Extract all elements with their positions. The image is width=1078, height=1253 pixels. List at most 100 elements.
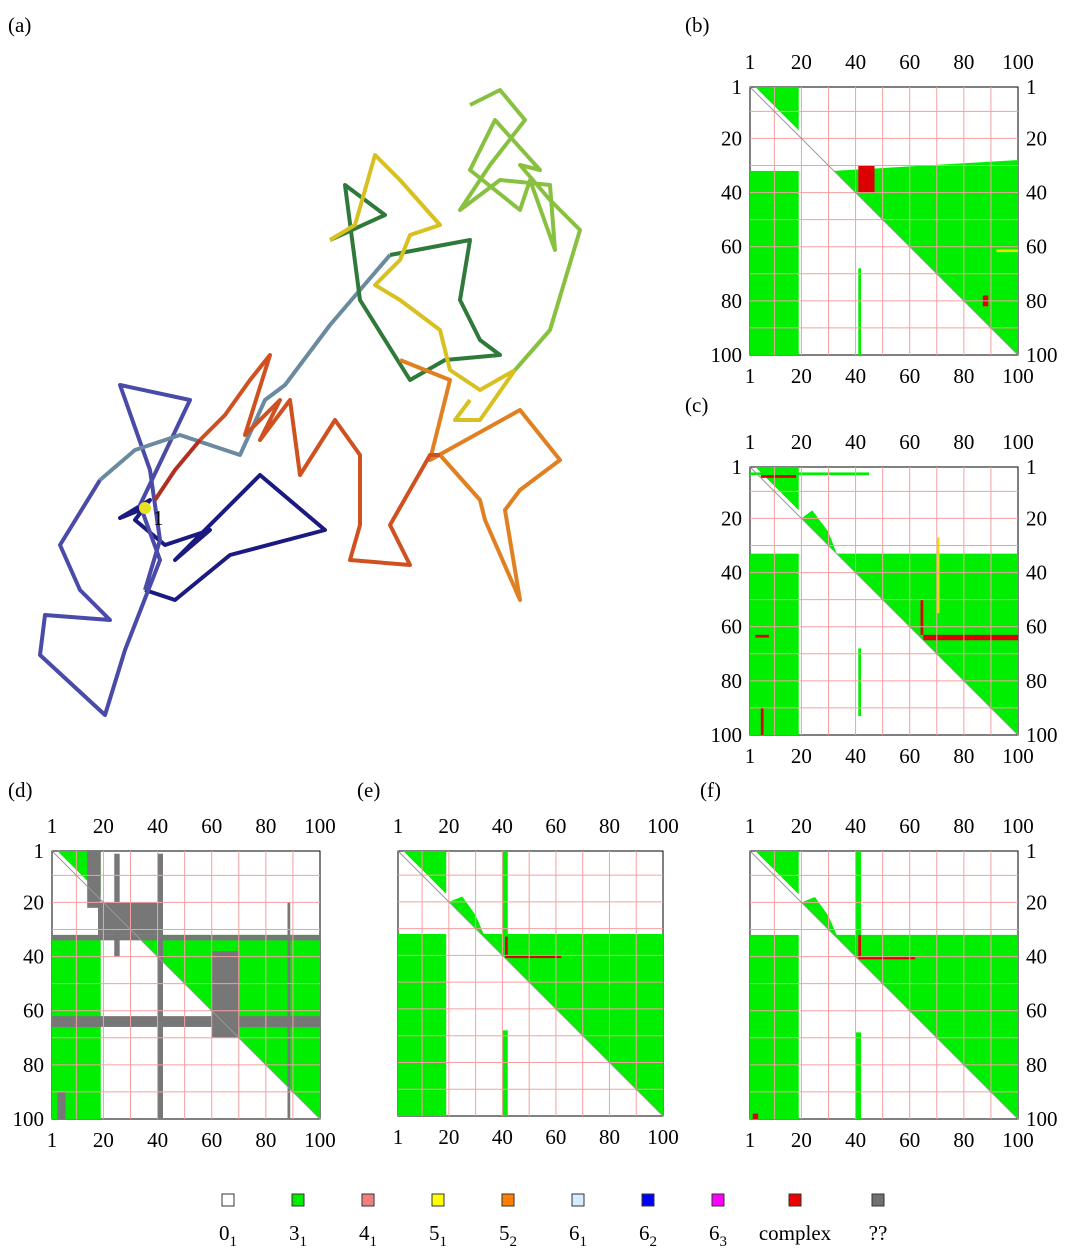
y-tick-label-right: 60 (1026, 235, 1047, 259)
x-tick-label-bottom: 20 (791, 364, 812, 388)
matrix-region (760, 475, 797, 478)
legend-label: ?? (869, 1221, 888, 1245)
diagonal (397, 850, 664, 1117)
y-tick-label-right: 20 (1026, 890, 1047, 914)
legend-swatch (501, 1193, 515, 1207)
legend-label: 61 (569, 1221, 587, 1250)
x-tick-label-bottom: 40 (492, 1125, 513, 1149)
y-tick-label-right: 60 (1026, 999, 1047, 1023)
legend-label: 01 (219, 1221, 237, 1250)
x-tick-label-bottom: 80 (953, 1128, 974, 1152)
y-tick-label-right: 80 (1026, 1053, 1047, 1077)
legend-label-sub: 1 (370, 1234, 378, 1250)
x-tick-label-top: 1 (393, 814, 404, 838)
y-tick-label-left: 1 (732, 75, 743, 99)
y-tick-label-right: 1 (1026, 455, 1037, 479)
legend-label: 63 (709, 1221, 727, 1250)
x-tick-label-top: 100 (1002, 430, 1034, 454)
legend-label-sub: 1 (300, 1234, 308, 1250)
x-tick-label-top: 60 (899, 430, 920, 454)
matrix-region (920, 599, 924, 635)
matrix-region (752, 1113, 759, 1119)
legend-swatch (291, 1193, 305, 1207)
matrix-region (52, 934, 320, 941)
legend-label-main: 4 (359, 1221, 370, 1245)
matrix-region (923, 634, 1018, 641)
panel-label: (b) (685, 13, 710, 37)
y-tick-label-right: 1 (1026, 839, 1037, 863)
x-tick-label-top: 40 (845, 814, 866, 838)
x-tick-label-bottom: 20 (791, 744, 812, 768)
x-tick-label-bottom: 40 (147, 1128, 168, 1152)
x-tick-label-top: 20 (791, 430, 812, 454)
legend-swatch (711, 1193, 725, 1207)
x-tick-label-bottom: 1 (745, 744, 756, 768)
y-tick-label-right: 80 (1026, 669, 1047, 693)
legend-label: complex (759, 1221, 832, 1245)
legend-label: 31 (289, 1221, 307, 1250)
diagonal (749, 466, 1019, 736)
legend-label-main: 6 (639, 1221, 650, 1245)
matrix-region (502, 851, 508, 956)
x-tick-label-bottom: 100 (1002, 364, 1034, 388)
matrix-region (57, 1091, 66, 1119)
y-tick-label-left: 60 (23, 999, 44, 1023)
x-tick-label-top: 40 (492, 814, 513, 838)
matrix-region (52, 1016, 320, 1027)
x-tick-label-bottom: 60 (201, 1128, 222, 1152)
y-tick-label-left: 1 (34, 839, 45, 863)
matrix-region (755, 87, 799, 131)
y-tick-label-left: 20 (721, 506, 742, 530)
protein-chain (38, 88, 582, 717)
y-tick-label-left: 40 (721, 561, 742, 585)
x-tick-label-bottom: 40 (845, 1128, 866, 1152)
matrix-region (505, 955, 562, 959)
y-tick-label-left: 80 (721, 669, 742, 693)
x-tick-label-top: 60 (545, 814, 566, 838)
y-tick-label-right: 20 (1026, 506, 1047, 530)
panel-label: (e) (357, 778, 380, 802)
matrix-region (403, 851, 447, 894)
legend-swatch (361, 1193, 375, 1207)
x-tick-label-bottom: 60 (899, 744, 920, 768)
y-tick-label-right: 20 (1026, 126, 1047, 150)
matrix-region (755, 851, 799, 895)
diagonal (749, 86, 1019, 356)
x-tick-label-top: 60 (899, 814, 920, 838)
x-tick-label-bottom: 40 (845, 744, 866, 768)
x-tick-label-top: 40 (147, 814, 168, 838)
x-tick-label-bottom: 1 (47, 1128, 58, 1152)
x-tick-label-bottom: 100 (304, 1128, 336, 1152)
x-tick-label-bottom: 1 (393, 1125, 404, 1149)
x-tick-label-bottom: 20 (438, 1125, 459, 1149)
legend-swatch (221, 1193, 235, 1207)
y-tick-label-left: 60 (721, 615, 742, 639)
matrix-region (855, 1032, 861, 1119)
matrix-region (755, 634, 769, 638)
legend-label-sub: 1 (230, 1234, 238, 1250)
y-tick-label-left: 1 (732, 455, 743, 479)
matrix-region (211, 951, 239, 1038)
legend-label-sub: 1 (580, 1234, 588, 1250)
legend-label-main: 0 (219, 1221, 230, 1245)
matrix-region (936, 537, 940, 614)
legend-swatch (641, 1193, 655, 1207)
y-tick-label-right: 60 (1026, 615, 1047, 639)
matrix-region (855, 851, 861, 935)
y-tick-label-right: 100 (1026, 1107, 1058, 1131)
matrix-region (157, 853, 163, 1119)
x-tick-label-top: 20 (791, 814, 812, 838)
panel-label: (c) (685, 393, 708, 417)
y-tick-label-right: 40 (1026, 561, 1047, 585)
y-tick-label-left: 100 (711, 343, 743, 367)
diagonal (749, 850, 1019, 1120)
x-tick-label-bottom: 1 (745, 1128, 756, 1152)
y-tick-label-left: 80 (721, 289, 742, 313)
x-tick-label-top: 40 (845, 430, 866, 454)
legend-label-main: 5 (429, 1221, 440, 1245)
x-tick-label-top: 20 (93, 814, 114, 838)
matrix-region (750, 472, 870, 476)
diagonal (51, 850, 321, 1120)
y-tick-label-left: 20 (23, 890, 44, 914)
x-tick-label-bottom: 100 (1002, 744, 1034, 768)
